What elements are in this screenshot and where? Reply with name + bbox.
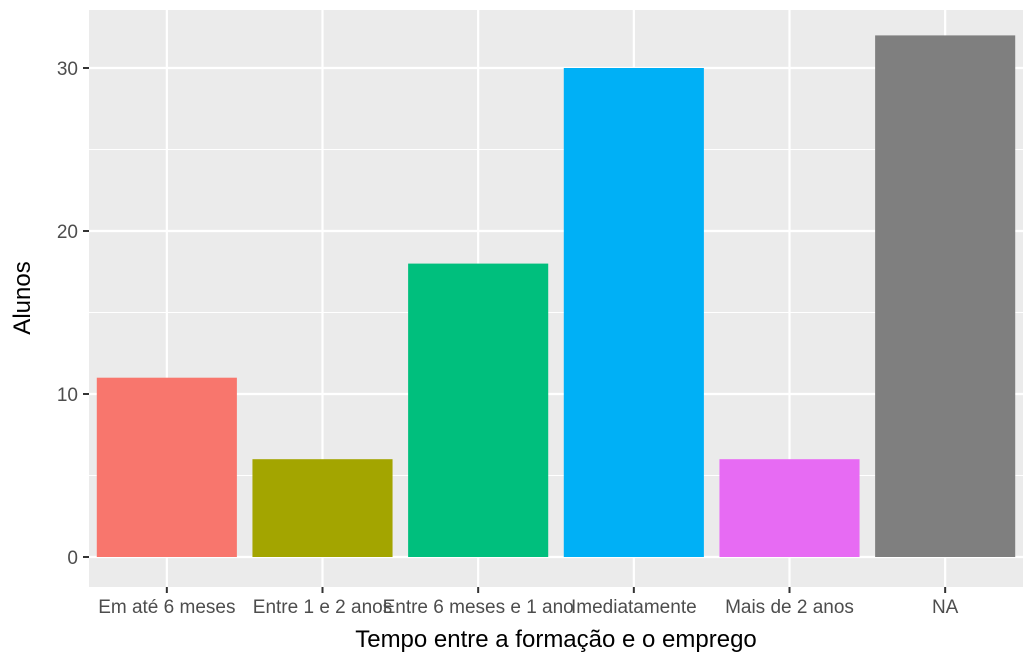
bar: [96, 377, 237, 557]
x-tick-label: Mais de 2 anos: [725, 597, 854, 618]
x-tick-label: Entre 1 e 2 anos: [253, 597, 392, 618]
plot-panel: [89, 10, 1023, 587]
bar: [408, 263, 549, 557]
bar-series: [96, 35, 1016, 557]
bar: [563, 68, 704, 557]
y-axis-title: Alunos: [9, 261, 36, 334]
y-tick-label: 10: [57, 385, 78, 406]
y-tick-label: 30: [57, 59, 78, 80]
y-tick-label: 0: [67, 548, 78, 569]
bar: [719, 459, 860, 557]
x-tick-label: Em até 6 meses: [98, 597, 235, 618]
x-tick-label: Imediatamente: [571, 597, 697, 618]
x-tick-label: NA: [932, 597, 959, 618]
x-axis-title: Tempo entre a formação e o emprego: [355, 626, 757, 653]
y-axis: 0 10 20 30: [57, 59, 89, 569]
bar: [252, 459, 393, 557]
x-tick-label: Entre 6 meses e 1 ano: [383, 597, 574, 618]
bar: [875, 35, 1016, 557]
y-tick-label: 20: [57, 222, 78, 243]
minor-gridlines: [89, 148, 1023, 477]
